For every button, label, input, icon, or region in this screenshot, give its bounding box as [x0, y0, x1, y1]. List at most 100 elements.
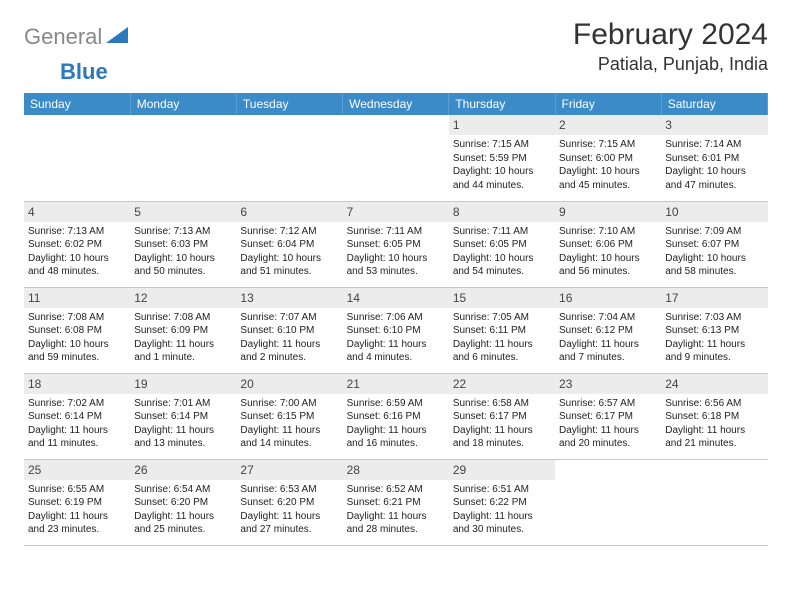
- month-title: February 2024: [573, 18, 768, 52]
- sunset-text: Sunset: 6:19 PM: [28, 496, 126, 510]
- calendar-week-row: 11 Sunrise: 7:08 AMSunset: 6:08 PM Dayligh…: [24, 287, 768, 373]
- day-number: 1: [449, 115, 555, 135]
- sunrise-text: Sunrise: 7:06 AM: [347, 311, 445, 325]
- day-number: 13: [236, 288, 342, 308]
- sunset-text: Sunset: 6:02 PM: [28, 238, 126, 252]
- title-block: February 2024 Patiala, Punjab, India: [573, 18, 768, 75]
- day-number: 15: [449, 288, 555, 308]
- calendar-day-cell: 14Sunrise: 7:06 AMSunset: 6:10 PMDayligh…: [343, 287, 449, 373]
- sunset-text: Sunset: 6:09 PM: [134, 324, 232, 338]
- daylight-text: Daylight: 11 hours and 6 minutes.: [453, 338, 551, 365]
- calendar-day-cell: 18Sunrise: 7:02 AMSunset: 6:14 PMDayligh…: [24, 373, 130, 459]
- daylight-text: Daylight: 11 hours and 30 minutes.: [453, 510, 551, 537]
- sunrise-text: Sunrise: 7:02 AM: [28, 397, 126, 411]
- day-number: 20: [236, 374, 342, 394]
- sunset-text: Sunset: 6:04 PM: [240, 238, 338, 252]
- sunset-text: Sunset: 6:12 PM: [559, 324, 657, 338]
- daylight-text: Daylight: 11 hours and 4 minutes.: [347, 338, 445, 365]
- calendar-day-cell: ·: [24, 115, 130, 201]
- calendar-day-cell: 3Sunrise: 7:14 AMSunset: 6:01 PMDaylight…: [661, 115, 767, 201]
- weekday-header: Monday: [130, 93, 236, 115]
- daylight-text: Daylight: 11 hours and 23 minutes.: [28, 510, 126, 537]
- logo-text-1: General: [24, 24, 102, 50]
- calendar-day-cell: 27Sunrise: 6:53 AMSunset: 6:20 PMDayligh…: [236, 459, 342, 545]
- day-number: 29: [449, 460, 555, 480]
- day-number: 16: [555, 288, 661, 308]
- calendar-day-cell: 20Sunrise: 7:00 AMSunset: 6:15 PMDayligh…: [236, 373, 342, 459]
- sunrise-text: Sunrise: 6:54 AM: [134, 483, 232, 497]
- weekday-header: Sunday: [24, 93, 130, 115]
- calendar-day-cell: 2Sunrise: 7:15 AMSunset: 6:00 PMDaylight…: [555, 115, 661, 201]
- daylight-text: Daylight: 11 hours and 1 minute.: [134, 338, 232, 365]
- calendar-day-cell: ·: [236, 115, 342, 201]
- weekday-header: Wednesday: [343, 93, 449, 115]
- logo: General: [24, 18, 130, 50]
- calendar-day-cell: 9Sunrise: 7:10 AMSunset: 6:06 PMDaylight…: [555, 201, 661, 287]
- sunrise-text: Sunrise: 7:11 AM: [347, 225, 445, 239]
- day-number: 25: [24, 460, 130, 480]
- daylight-text: Daylight: 11 hours and 9 minutes.: [665, 338, 763, 365]
- day-number: 21: [343, 374, 449, 394]
- sunrise-text: Sunrise: 7:15 AM: [559, 138, 657, 152]
- sunrise-text: Sunrise: 7:13 AM: [134, 225, 232, 239]
- daylight-text: Daylight: 11 hours and 21 minutes.: [665, 424, 763, 451]
- calendar-day-cell: 5Sunrise: 7:13 AMSunset: 6:03 PMDaylight…: [130, 201, 236, 287]
- sunset-text: Sunset: 6:10 PM: [240, 324, 338, 338]
- daylight-text: Daylight: 11 hours and 18 minutes.: [453, 424, 551, 451]
- calendar-day-cell: 17 Sunrise: 7:03 AMSunset: 6:13 PMDayligh…: [661, 287, 767, 373]
- sunset-text: Sunset: 6:17 PM: [559, 410, 657, 424]
- logo-text-2: Blue: [60, 59, 108, 84]
- day-number: 17: [661, 288, 767, 308]
- sunrise-text: Sunrise: 6:52 AM: [347, 483, 445, 497]
- calendar-week-row: 25Sunrise: 6:55 AMSunset: 6:19 PMDayligh…: [24, 459, 768, 545]
- day-number: 19: [130, 374, 236, 394]
- calendar-day-cell: 23Sunrise: 6:57 AMSunset: 6:17 PMDayligh…: [555, 373, 661, 459]
- location: Patiala, Punjab, India: [573, 54, 768, 75]
- daylight-text: Daylight: 11 hours and 16 minutes.: [347, 424, 445, 451]
- sunrise-text: Sunrise: 7:13 AM: [28, 225, 126, 239]
- day-number: 4: [24, 202, 130, 222]
- sunset-text: Sunset: 6:21 PM: [347, 496, 445, 510]
- sunset-text: Sunset: 6:08 PM: [28, 324, 126, 338]
- calendar-day-cell: 21Sunrise: 6:59 AMSunset: 6:16 PMDayligh…: [343, 373, 449, 459]
- day-number: 5: [130, 202, 236, 222]
- day-number: 8: [449, 202, 555, 222]
- sunrise-text: Sunrise: 7:09 AM: [665, 225, 763, 239]
- calendar-week-row: 18Sunrise: 7:02 AMSunset: 6:14 PMDayligh…: [24, 373, 768, 459]
- daylight-text: Daylight: 11 hours and 27 minutes.: [240, 510, 338, 537]
- sunrise-text: Sunrise: 7:03 AM: [665, 311, 763, 325]
- calendar-day-cell: 16Sunrise: 7:04 AMSunset: 6:12 PMDayligh…: [555, 287, 661, 373]
- daylight-text: Daylight: 11 hours and 25 minutes.: [134, 510, 232, 537]
- calendar-day-cell: 1Sunrise: 7:15 AMSunset: 5:59 PMDaylight…: [449, 115, 555, 201]
- calendar-day-cell: 22Sunrise: 6:58 AMSunset: 6:17 PMDayligh…: [449, 373, 555, 459]
- daylight-text: Daylight: 10 hours and 51 minutes.: [240, 252, 338, 279]
- day-number: 6: [236, 202, 342, 222]
- calendar-table: SundayMondayTuesdayWednesdayThursdayFrid…: [24, 93, 768, 546]
- weekday-header: Tuesday: [236, 93, 342, 115]
- sunrise-text: Sunrise: 7:08 AM: [28, 311, 126, 325]
- calendar-day-cell: ·: [130, 115, 236, 201]
- daylight-text: Daylight: 10 hours and 48 minutes.: [28, 252, 126, 279]
- day-number: 11: [24, 288, 130, 308]
- sunset-text: Sunset: 6:14 PM: [28, 410, 126, 424]
- daylight-text: Daylight: 10 hours and 47 minutes.: [665, 165, 763, 192]
- sunset-text: Sunset: 6:13 PM: [665, 324, 763, 338]
- sunrise-text: Sunrise: 7:01 AM: [134, 397, 232, 411]
- calendar-day-cell: 11Sunrise: 7:08 AMSunset: 6:08 PMDayligh…: [24, 287, 130, 373]
- sunset-text: Sunset: 6:22 PM: [453, 496, 551, 510]
- calendar-day-cell: 19Sunrise: 7:01 AMSunset: 6:14 PMDayligh…: [130, 373, 236, 459]
- sunset-text: Sunset: 6:14 PM: [134, 410, 232, 424]
- day-number: 7: [343, 202, 449, 222]
- calendar-day-cell: ·: [343, 115, 449, 201]
- day-number: 18: [24, 374, 130, 394]
- sunrise-text: Sunrise: 7:04 AM: [559, 311, 657, 325]
- sunrise-text: Sunrise: 6:53 AM: [240, 483, 338, 497]
- calendar-day-cell: 13Sunrise: 7:07 AMSunset: 6:10 PMDayligh…: [236, 287, 342, 373]
- sunrise-text: Sunrise: 7:00 AM: [240, 397, 338, 411]
- day-number: 22: [449, 374, 555, 394]
- sunrise-text: Sunrise: 6:59 AM: [347, 397, 445, 411]
- day-number: 9: [555, 202, 661, 222]
- calendar-week-row: ····1Sunrise: 7:15 AMSunset: 5:59 PMDayl…: [24, 115, 768, 201]
- sunset-text: Sunset: 5:59 PM: [453, 152, 551, 166]
- sunrise-text: Sunrise: 7:12 AM: [240, 225, 338, 239]
